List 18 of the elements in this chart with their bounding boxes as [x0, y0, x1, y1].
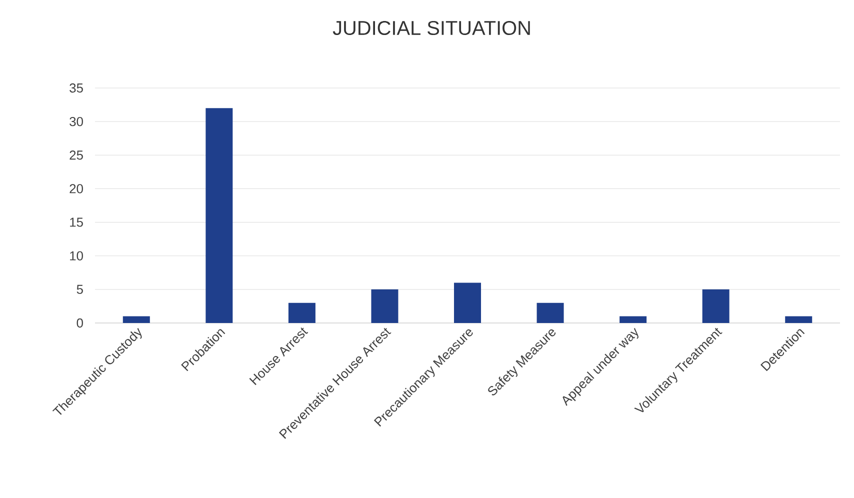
- y-tick-label: 5: [76, 284, 83, 294]
- bar: [702, 289, 730, 323]
- y-tick-label: 0: [76, 318, 83, 328]
- y-tick-label: 20: [70, 184, 83, 194]
- y-tick-label: 15: [70, 218, 83, 227]
- bar: [288, 302, 316, 323]
- bar: [785, 316, 812, 323]
- bar: [536, 302, 564, 323]
- y-tick-label: 10: [70, 251, 83, 260]
- chart-title: JUDICIAL SITUATION: [332, 20, 530, 36]
- bar: [122, 316, 150, 323]
- y-tick-label: 30: [70, 116, 83, 126]
- bar: [620, 316, 647, 323]
- bar: [206, 108, 233, 323]
- bar: [371, 289, 398, 323]
- bar: [454, 282, 482, 323]
- y-tick-label: 35: [70, 83, 83, 93]
- y-tick-label: 25: [70, 150, 83, 160]
